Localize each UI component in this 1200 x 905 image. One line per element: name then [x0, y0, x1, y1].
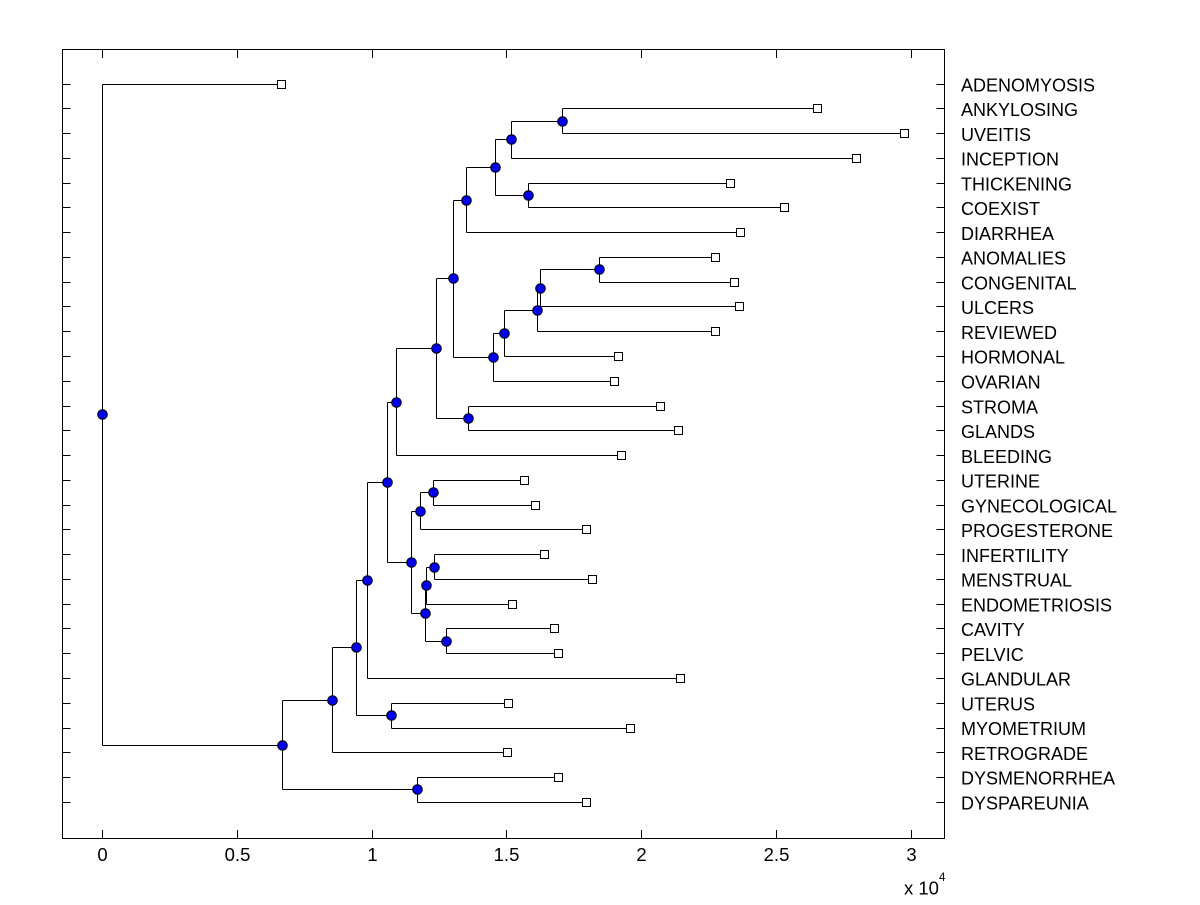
- svg-text:UTERINE: UTERINE: [961, 472, 1040, 492]
- svg-text:ENDOMETRIOSIS: ENDOMETRIOSIS: [961, 595, 1112, 615]
- svg-text:HORMONAL: HORMONAL: [961, 348, 1065, 368]
- svg-text:COEXIST: COEXIST: [961, 199, 1040, 219]
- svg-text:DYSMENORRHEA: DYSMENORRHEA: [961, 769, 1115, 789]
- svg-text:DYSPAREUNIA: DYSPAREUNIA: [961, 794, 1089, 814]
- svg-text:OVARIAN: OVARIAN: [961, 373, 1041, 393]
- svg-text:3: 3: [906, 844, 916, 865]
- svg-text:x 10: x 10: [904, 878, 939, 899]
- svg-text:GLANDULAR: GLANDULAR: [961, 670, 1071, 690]
- svg-text:INFERTILITY: INFERTILITY: [961, 546, 1069, 566]
- svg-text:UVEITIS: UVEITIS: [961, 125, 1031, 145]
- svg-text:1: 1: [367, 844, 377, 865]
- svg-text:STROMA: STROMA: [961, 397, 1038, 417]
- svg-text:0.5: 0.5: [225, 844, 251, 865]
- svg-text:ADENOMYOSIS: ADENOMYOSIS: [961, 75, 1095, 95]
- svg-text:PROGESTERONE: PROGESTERONE: [961, 521, 1113, 541]
- svg-text:CONGENITAL: CONGENITAL: [961, 273, 1077, 293]
- svg-text:UTERUS: UTERUS: [961, 695, 1035, 715]
- svg-text:GYNECOLOGICAL: GYNECOLOGICAL: [961, 496, 1117, 516]
- svg-text:PELVIC: PELVIC: [961, 645, 1024, 665]
- svg-text:0: 0: [97, 844, 107, 865]
- svg-text:ULCERS: ULCERS: [961, 298, 1034, 318]
- svg-text:1.5: 1.5: [494, 844, 520, 865]
- svg-text:REVIEWED: REVIEWED: [961, 323, 1057, 343]
- svg-text:MYOMETRIUM: MYOMETRIUM: [961, 719, 1086, 739]
- svg-text:RETROGRADE: RETROGRADE: [961, 744, 1088, 764]
- svg-text:2.5: 2.5: [764, 844, 790, 865]
- svg-text:ANOMALIES: ANOMALIES: [961, 249, 1066, 269]
- svg-text:2: 2: [636, 844, 646, 865]
- svg-text:GLANDS: GLANDS: [961, 422, 1035, 442]
- svg-text:INCEPTION: INCEPTION: [961, 150, 1059, 170]
- svg-text:CAVITY: CAVITY: [961, 620, 1025, 640]
- svg-text:BLEEDING: BLEEDING: [961, 447, 1052, 467]
- svg-text:THICKENING: THICKENING: [961, 174, 1072, 194]
- svg-text:ANKYLOSING: ANKYLOSING: [961, 100, 1078, 120]
- svg-text:4: 4: [939, 872, 946, 884]
- svg-text:DIARRHEA: DIARRHEA: [961, 224, 1054, 244]
- svg-text:MENSTRUAL: MENSTRUAL: [961, 571, 1072, 591]
